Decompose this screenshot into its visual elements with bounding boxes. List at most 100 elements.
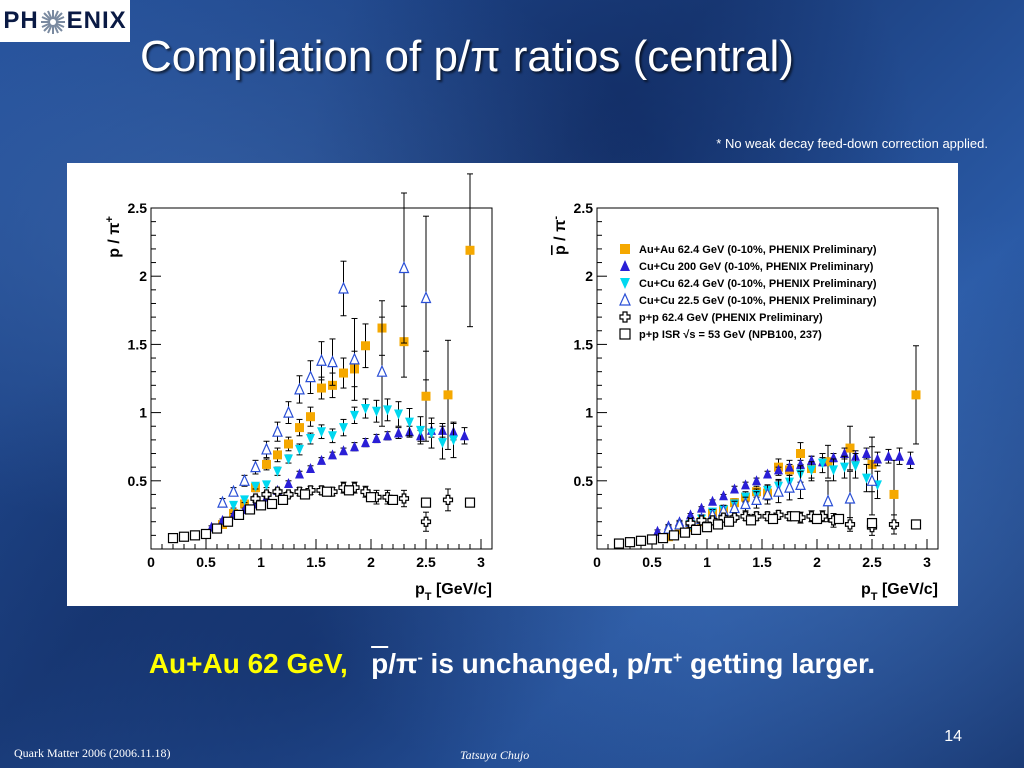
y-tick-label: 0.5 [128,473,148,489]
data-point [244,504,256,515]
data-point [443,390,453,400]
data-point [328,449,337,460]
x-axis-label: pT [GeV/c] [415,581,492,603]
data-point [464,497,476,508]
data-point [167,532,179,544]
data-point [262,480,271,491]
data-point [686,509,695,520]
data-point [773,509,784,520]
data-point [306,434,315,445]
data-point [866,517,878,529]
data-point [823,457,833,467]
x-tick-label: 2.5 [862,554,882,570]
logo-text-left: PH [3,7,39,34]
x-axis-label-sub: T [871,591,878,603]
data-point [829,465,838,476]
conclusion-pbar: p [371,648,389,679]
data-point [442,494,454,505]
data-point [284,439,293,449]
data-point [299,489,311,500]
data-point [372,433,381,444]
legend-marker [619,292,631,306]
data-point [884,450,893,461]
series-2 [229,398,458,511]
slide-title: Compilation of p/π ratios (central) [140,32,794,81]
data-point [844,491,856,504]
data-point [178,531,190,542]
data-point [349,352,360,365]
data-point [420,516,432,527]
data-point [200,528,212,540]
data-point [261,442,272,455]
data-point [811,513,823,525]
legend-marker [620,278,630,289]
x-tick-label: 3 [477,554,485,570]
data-point [339,368,348,378]
data-point [635,535,647,546]
legend-marker [619,328,631,340]
data-point [416,425,425,436]
data-point [284,478,293,489]
conclusion-plus: + [672,649,683,667]
data-point [250,460,261,473]
data-point [679,527,691,538]
data-point [822,494,834,507]
data-point [751,511,762,522]
y-axis-label: p / π- [550,216,569,255]
y-tick-label: 0.5 [574,473,594,489]
data-point [613,538,625,549]
plot-frame [150,207,493,550]
y-axis-label-sup: - [550,216,562,220]
data-point [873,453,882,464]
data-point [465,245,475,255]
data-point [674,517,685,530]
data-point [295,444,304,455]
data-point [460,430,469,441]
data-point [845,443,855,453]
data-point [697,502,706,513]
data-point [228,484,239,497]
data-point [751,492,762,505]
series-3 [663,446,878,534]
legend-marker [620,260,630,271]
x-tick-label: 0.5 [196,554,216,570]
x-tick-label: 1 [703,554,711,570]
data-point [784,480,795,493]
data-point [261,489,272,500]
data-point [866,473,878,486]
data-point [361,404,370,415]
data-point [283,405,294,418]
data-point [646,534,658,545]
data-point [229,500,238,511]
data-point [818,458,827,469]
tick-group [150,207,482,550]
data-point [789,511,801,522]
y-axis-label-mid: / π [552,220,569,246]
data-point [862,448,871,459]
data-point [217,495,228,508]
data-point [889,489,899,499]
data-point [266,498,278,510]
data-point [763,468,772,479]
data-point [361,341,370,351]
y-tick-label: 1 [585,405,593,421]
data-point [829,452,838,463]
data-point [767,513,779,525]
y-tick-label: 1 [139,405,147,421]
data-point [376,364,388,377]
y-tick-label: 2.5 [574,200,594,216]
data-point [664,532,673,542]
series-5 [613,511,922,549]
data-point [273,466,282,477]
legend-marker [620,244,630,254]
data-point [273,450,282,460]
data-point [729,512,740,523]
chart-pbar-over-piminus: 0 0.5 1 1.5 2 2.5 30.511.522.5pT [GeV/c]p / π-… [550,200,939,603]
data-point [317,383,326,393]
y-tick-label: 1.5 [574,336,594,352]
series-0 [218,173,475,529]
x-axis-label-rest: [GeV/c] [878,581,938,598]
data-point [277,494,289,505]
data-point [222,516,234,527]
data-point [833,513,845,525]
